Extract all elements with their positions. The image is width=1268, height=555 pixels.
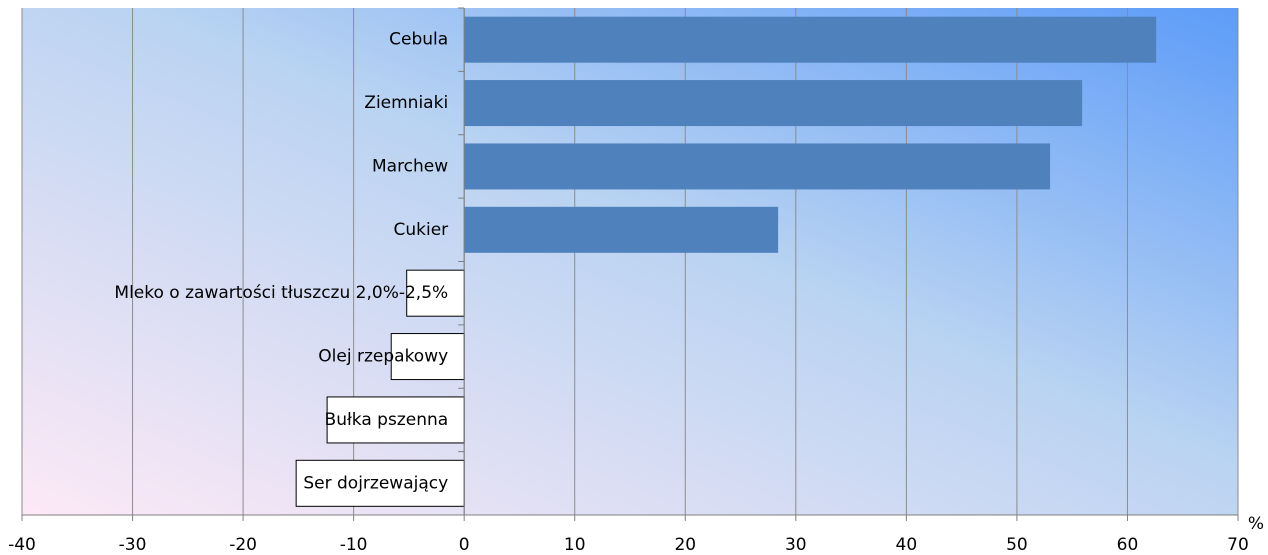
x-tick-label: -10 [340, 535, 368, 555]
bar [464, 143, 1051, 190]
y-tick-label: Cebula [389, 30, 448, 50]
bar [464, 16, 1157, 63]
y-tick-label: Ser dojrzewający [303, 473, 448, 493]
bar [326, 396, 465, 444]
bar [464, 80, 1083, 127]
y-tick-label: Ziemniaki [364, 93, 448, 113]
x-axis-label: % [1248, 514, 1264, 534]
x-tick-label: 70 [1227, 535, 1249, 555]
y-tick-label: Bułka pszenna [325, 410, 449, 430]
x-tick-label: 60 [1117, 535, 1139, 555]
y-tick-label: Cukier [394, 220, 449, 240]
bar [464, 206, 779, 253]
x-tick-label: 30 [785, 535, 807, 555]
bar [390, 333, 465, 381]
bar [295, 459, 465, 507]
x-tick-label: 20 [674, 535, 696, 555]
x-tick-label: 50 [1006, 535, 1028, 555]
bar [406, 269, 465, 317]
x-tick-label: -20 [229, 535, 257, 555]
x-tick-label: 0 [459, 535, 470, 555]
x-tick-label: 40 [896, 535, 918, 555]
x-tick-label: -30 [119, 535, 147, 555]
y-tick-label: Mleko o zawartości tłuszczu 2,0%-2,5% [114, 283, 448, 303]
y-tick-label: Marchew [372, 156, 448, 176]
y-tick-label: Olej rzepakowy [318, 347, 448, 367]
x-tick-label: -40 [8, 535, 36, 555]
x-tick-label: 10 [564, 535, 586, 555]
